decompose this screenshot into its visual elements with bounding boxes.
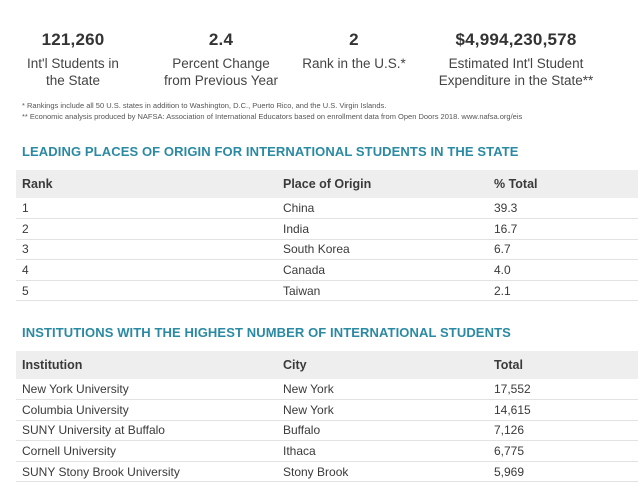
stat-label-line: from Previous Year xyxy=(163,73,279,88)
cell-place: Taiwan xyxy=(277,280,488,302)
cell-rank: 5 xyxy=(16,280,277,302)
cell-place: Canada xyxy=(277,259,488,281)
cell-city: Buffalo xyxy=(277,420,488,442)
stat-label-line: the State xyxy=(45,73,101,88)
cell-total: 6,775 xyxy=(488,440,638,462)
stat-label-line: Rank in the U.S.* xyxy=(302,56,406,71)
cell-rank: 4 xyxy=(16,259,277,281)
stat-label: Int'l Students in the State xyxy=(6,55,140,89)
cell-total: 5,969 xyxy=(488,461,638,483)
origins-table: Rank Place of Origin % Total 1 China 39.… xyxy=(16,170,638,302)
stat-expenditure: $4,994,230,578 Estimated Int'l Student E… xyxy=(424,30,608,89)
stat-value: $4,994,230,578 xyxy=(455,30,577,49)
stats-row: 121,260 Int'l Students in the State 2.4 … xyxy=(0,30,644,92)
table-header-row: Institution City Total xyxy=(16,351,638,379)
stat-percent-change: 2.4 Percent Change from Previous Year xyxy=(148,30,294,89)
table-row: New York University New York 17,552 xyxy=(16,379,638,401)
column-header-city: City xyxy=(277,351,488,379)
table-row: 3 South Korea 6.7 xyxy=(16,239,638,261)
stat-label-line: Int'l Students in xyxy=(27,56,119,71)
stat-label: Percent Change from Previous Year xyxy=(148,55,294,89)
stat-label: Estimated Int'l Student Expenditure in t… xyxy=(424,55,608,89)
cell-rank: 3 xyxy=(16,239,277,261)
column-header-total: Total xyxy=(488,351,638,379)
table-row: Columbia University New York 14,615 xyxy=(16,399,638,421)
cell-rank: 1 xyxy=(16,198,277,220)
stat-label-line: Estimated Int'l Student xyxy=(448,56,584,71)
institutions-section-title: INSTITUTIONS WITH THE HIGHEST NUMBER OF … xyxy=(22,325,511,340)
cell-institution: SUNY Stony Brook University xyxy=(16,461,277,483)
stat-value: 121,260 xyxy=(41,30,105,49)
table-row: 1 China 39.3 xyxy=(16,198,638,220)
cell-total: 17,552 xyxy=(488,379,638,401)
table-row: 5 Taiwan 2.1 xyxy=(16,280,638,302)
column-header-place: Place of Origin xyxy=(277,170,488,198)
column-header-percent: % Total xyxy=(488,170,638,198)
stat-intl-students: 121,260 Int'l Students in the State xyxy=(6,30,140,89)
column-header-institution: Institution xyxy=(16,351,277,379)
cell-place: China xyxy=(277,198,488,220)
column-header-rank: Rank xyxy=(16,170,277,198)
footnote-economic-analysis: ** Economic analysis produced by NAFSA: … xyxy=(22,112,523,121)
cell-total: 14,615 xyxy=(488,399,638,421)
table-header-row: Rank Place of Origin % Total xyxy=(16,170,638,198)
cell-institution: Columbia University xyxy=(16,399,277,421)
cell-percent: 16.7 xyxy=(488,218,638,240)
footnote-rankings: * Rankings include all 50 U.S. states in… xyxy=(22,101,387,110)
cell-city: Ithaca xyxy=(277,440,488,462)
stat-label: Rank in the U.S.* xyxy=(292,55,416,72)
stat-value: 2 xyxy=(349,30,359,49)
stat-label-line: Percent Change xyxy=(172,56,270,71)
table-row: Cornell University Ithaca 6,775 xyxy=(16,440,638,462)
cell-percent: 2.1 xyxy=(488,280,638,302)
table-row: SUNY University at Buffalo Buffalo 7,126 xyxy=(16,420,638,442)
cell-percent: 4.0 xyxy=(488,259,638,281)
stat-rank: 2 Rank in the U.S.* xyxy=(292,30,416,72)
cell-place: India xyxy=(277,218,488,240)
cell-city: New York xyxy=(277,379,488,401)
stat-value: 2.4 xyxy=(208,30,234,49)
origins-section-title: LEADING PLACES OF ORIGIN FOR INTERNATION… xyxy=(22,144,519,159)
cell-percent: 6.7 xyxy=(488,239,638,261)
cell-institution: Cornell University xyxy=(16,440,277,462)
cell-institution: SUNY University at Buffalo xyxy=(16,420,277,442)
cell-place: South Korea xyxy=(277,239,488,261)
cell-city: Stony Brook xyxy=(277,461,488,483)
cell-city: New York xyxy=(277,399,488,421)
cell-institution: New York University xyxy=(16,379,277,401)
institutions-table: Institution City Total New York Universi… xyxy=(16,351,638,483)
footnotes: * Rankings include all 50 U.S. states in… xyxy=(22,100,632,122)
cell-total: 7,126 xyxy=(488,420,638,442)
table-row: 2 India 16.7 xyxy=(16,218,638,240)
cell-percent: 39.3 xyxy=(488,198,638,220)
table-row: 4 Canada 4.0 xyxy=(16,259,638,281)
table-row: SUNY Stony Brook University Stony Brook … xyxy=(16,461,638,483)
cell-rank: 2 xyxy=(16,218,277,240)
stat-label-line: Expenditure in the State** xyxy=(438,73,594,88)
